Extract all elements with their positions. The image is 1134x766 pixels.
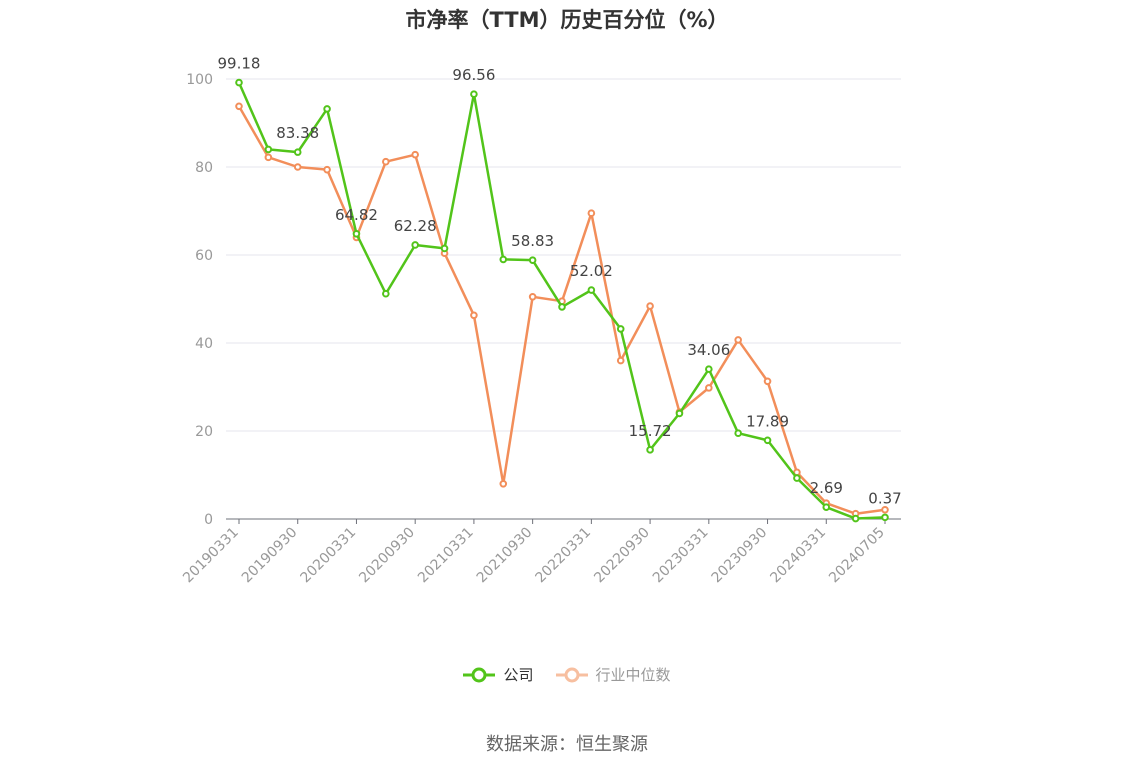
data-point-industry-median <box>499 480 508 488</box>
x-tick-label: 20230930 <box>709 525 771 587</box>
data-point-company <box>675 409 684 418</box>
data-label: 2.69 <box>810 479 843 497</box>
data-point-company <box>705 365 713 373</box>
data-label: 58.83 <box>511 232 554 250</box>
source-text: 数据来源：恒生聚源 <box>486 734 648 755</box>
data-point-industry-median <box>470 311 478 320</box>
data-point-industry-median <box>705 384 713 392</box>
x-tick-label: 20230331 <box>650 525 712 587</box>
data-point-company <box>587 286 596 294</box>
data-point-company <box>793 474 801 482</box>
data-point-industry-median <box>235 102 243 111</box>
legend: 公司 行业中位数 <box>0 664 1134 685</box>
x-tick-label: 20220331 <box>532 525 594 587</box>
data-point-industry-median <box>528 293 537 301</box>
data-label: 62.28 <box>394 217 437 235</box>
data-point-company <box>382 289 390 298</box>
legend-item-industry-median[interactable]: 行业中位数 <box>555 664 671 685</box>
data-point-company <box>528 256 537 264</box>
data-point-industry-median <box>264 153 273 162</box>
data-label: 15.72 <box>629 422 672 440</box>
data-label: 99.18 <box>218 55 261 73</box>
data-point-industry-median <box>734 336 742 344</box>
data-point-company <box>558 303 566 311</box>
legend-item-company[interactable]: 公司 <box>463 664 534 685</box>
data-point-company <box>235 78 243 87</box>
data-point-company <box>763 436 772 445</box>
x-tick-label: 20240331 <box>767 525 829 587</box>
data-point-industry-median <box>587 209 596 217</box>
line-chart: 0 20 40 60 80 100 2019033120190930202003312020… <box>180 55 902 587</box>
y-tick-label: 60 <box>195 248 213 264</box>
y-tick-label: 40 <box>195 336 213 352</box>
data-label: 52.02 <box>570 262 613 280</box>
data-point-industry-median <box>382 157 390 166</box>
data-point-company <box>851 514 860 523</box>
data-point-company <box>822 503 831 511</box>
x-tick-label: 20200331 <box>298 525 360 587</box>
x-tick-label: 20200930 <box>356 525 418 587</box>
data-label: 34.06 <box>687 341 730 359</box>
data-point-industry-median <box>616 356 625 365</box>
x-tick-label: 20190930 <box>239 525 301 587</box>
data-point-company <box>411 241 419 249</box>
data-point-company <box>293 148 302 156</box>
legend-industry-icon <box>555 667 588 682</box>
x-tick-label: 20220930 <box>591 525 653 587</box>
data-point-company <box>323 105 331 113</box>
data-point-company <box>499 255 508 264</box>
data-point-industry-median <box>293 163 302 171</box>
y-tick-label: 100 <box>186 72 213 88</box>
y-tick-label: 80 <box>195 160 213 176</box>
data-point-company <box>734 429 742 438</box>
data-label: 96.56 <box>452 66 495 84</box>
data-point-company <box>616 325 625 333</box>
y-tick-label: 20 <box>195 424 213 440</box>
data-point-company <box>264 145 273 154</box>
data-point-industry-median <box>323 165 331 174</box>
data-point-industry-median <box>881 505 889 514</box>
data-point-company <box>646 446 654 454</box>
legend-label-industry-median: 行业中位数 <box>595 666 671 684</box>
y-tick-label: 0 <box>204 512 213 528</box>
data-label: 64.82 <box>335 206 378 224</box>
data-point-company <box>470 90 478 98</box>
data-point-company <box>352 229 361 238</box>
x-tick-label: 20240705 <box>826 525 888 587</box>
data-label: 17.89 <box>746 412 789 430</box>
data-label: 0.37 <box>868 489 901 507</box>
chart-title: 市净率（TTM）历史百分位（%） <box>405 8 729 32</box>
data-point-industry-median <box>411 150 419 159</box>
x-tick-label: 20190331 <box>180 525 242 587</box>
x-tick-label: 20210331 <box>415 525 477 587</box>
legend-label-company: 公司 <box>503 666 534 684</box>
data-point-company <box>440 244 449 253</box>
data-point-industry-median <box>763 377 772 386</box>
legend-company-icon <box>463 667 496 682</box>
data-point-company <box>881 513 889 522</box>
data-point-industry-median <box>646 302 654 310</box>
data-label: 83.38 <box>276 124 319 142</box>
x-tick-label: 20210930 <box>474 525 536 587</box>
